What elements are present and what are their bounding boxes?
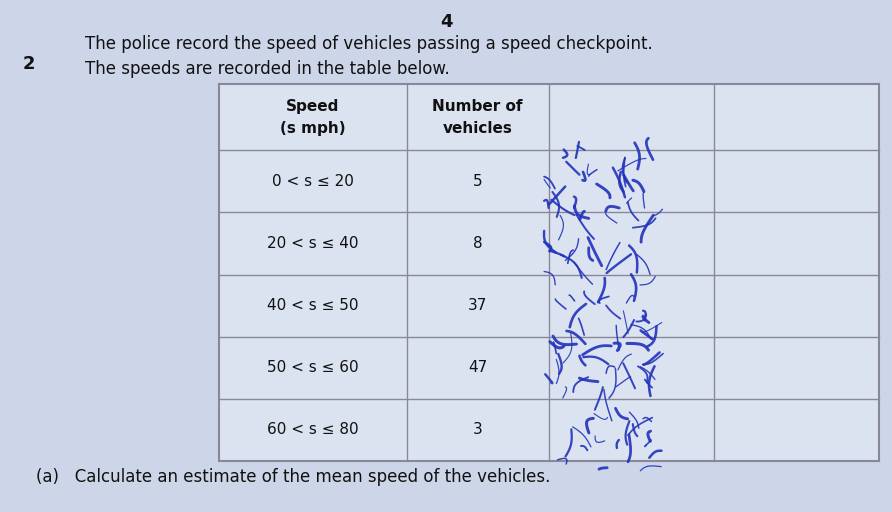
Text: 20 < s ≤ 40: 20 < s ≤ 40 xyxy=(267,236,359,251)
Text: 47: 47 xyxy=(468,360,487,375)
Text: 0 < s ≤ 20: 0 < s ≤ 20 xyxy=(272,174,353,189)
Bar xyxy=(219,84,407,151)
Bar xyxy=(407,212,549,274)
Bar xyxy=(549,84,714,151)
Bar xyxy=(714,151,879,212)
Text: (s mph): (s mph) xyxy=(280,121,345,136)
Text: 40 < s ≤ 50: 40 < s ≤ 50 xyxy=(267,298,359,313)
Text: The speeds are recorded in the table below.: The speeds are recorded in the table bel… xyxy=(85,60,450,78)
Text: vehicles: vehicles xyxy=(442,121,513,136)
Text: 4: 4 xyxy=(440,13,452,31)
Bar xyxy=(407,151,549,212)
Bar xyxy=(407,84,549,151)
Bar xyxy=(549,212,714,274)
Text: (a)   Calculate an estimate of the mean speed of the vehicles.: (a) Calculate an estimate of the mean sp… xyxy=(36,468,550,486)
Bar xyxy=(714,274,879,336)
Bar xyxy=(714,84,879,151)
Text: 37: 37 xyxy=(468,298,487,313)
Text: 60 < s ≤ 80: 60 < s ≤ 80 xyxy=(267,422,359,437)
Bar xyxy=(549,151,714,212)
Bar xyxy=(219,399,407,461)
Bar xyxy=(407,336,549,399)
Text: 5: 5 xyxy=(473,174,483,189)
Bar xyxy=(219,274,407,336)
Bar xyxy=(219,151,407,212)
Bar xyxy=(714,399,879,461)
Text: 8: 8 xyxy=(473,236,483,251)
Bar xyxy=(714,212,879,274)
Bar xyxy=(407,274,549,336)
Text: The police record the speed of vehicles passing a speed checkpoint.: The police record the speed of vehicles … xyxy=(85,34,652,53)
Text: Speed: Speed xyxy=(286,99,339,114)
Text: 3: 3 xyxy=(473,422,483,437)
Bar xyxy=(549,336,714,399)
Text: Number of: Number of xyxy=(433,99,523,114)
Bar xyxy=(549,274,714,336)
Bar xyxy=(219,336,407,399)
Bar xyxy=(407,399,549,461)
Bar xyxy=(549,399,714,461)
Bar xyxy=(714,336,879,399)
Text: 2: 2 xyxy=(22,55,35,73)
Text: 50 < s ≤ 60: 50 < s ≤ 60 xyxy=(267,360,359,375)
Bar xyxy=(219,212,407,274)
